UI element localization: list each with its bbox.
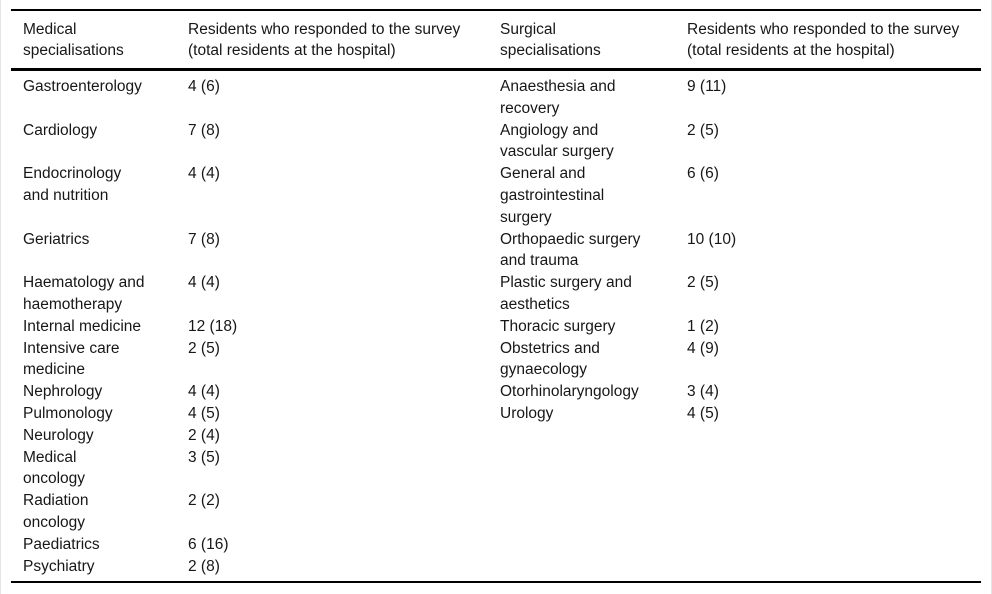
header-surgical-respondents: Residents who responded to the survey (t… [687, 10, 981, 71]
surgical-count-cell: 6 (6) [687, 165, 719, 183]
surgical-specialisation-cell: Obstetrics and gynaecology [500, 339, 600, 379]
medical-specialisation-cell: Paediatrics [23, 535, 100, 553]
medical-specialisation-cell: Intensive care medicine [23, 339, 120, 379]
surgical-count-cell [687, 447, 981, 491]
surgical-specialisation-cell: Urology [500, 404, 554, 422]
surgical-count-cell [687, 556, 981, 583]
surgical-count-cell: 2 (5) [687, 121, 719, 139]
surgical-specialisation-cell [500, 534, 687, 556]
medical-specialisation-cell: Haematology and haemotherapy [23, 274, 145, 313]
surgical-specialisation-cell: Otorhinolaryngology [500, 383, 639, 401]
medical-specialisation-cell: Neurology [23, 426, 94, 444]
medical-specialisation-cell: Radiation oncology [23, 492, 89, 531]
surgical-specialisation-cell [500, 425, 687, 447]
medical-count-cell: 2 (2) [188, 492, 220, 510]
medical-count-cell: 2 (4) [188, 426, 220, 444]
table-row: Cardiology 7 (8) Angiology and vascular … [11, 120, 981, 164]
surgical-specialisation-cell: Orthopaedic surgery and trauma [500, 230, 641, 270]
medical-count-cell: 12 (18) [188, 317, 238, 335]
medical-specialisation-cell: Pulmonology [23, 404, 113, 422]
medical-count-cell: 7 (8) [188, 121, 220, 139]
medical-count-cell: 4 (4) [188, 274, 220, 292]
surgical-specialisation-cell [500, 556, 687, 583]
surgical-specialisation-cell: Anaesthesia and recovery [500, 78, 616, 117]
medical-count-cell: 4 (6) [188, 78, 220, 95]
table-row: Psychiatry 2 (8) [11, 556, 981, 583]
header-surgical-specialisations: Surgical specialisations [500, 10, 687, 71]
table-header: Medical specialisations Residents who re… [11, 10, 981, 71]
table-body: Gastroenterology 4 (6) Anaesthesia and r… [11, 70, 981, 583]
surgical-specialisation-cell: Plastic surgery and aesthetics [500, 274, 632, 313]
medical-count-cell: 4 (5) [188, 404, 220, 422]
table-row: Haematology and haemotherapy 4 (4) Plast… [11, 272, 981, 316]
surgical-specialisation-cell [500, 447, 687, 491]
medical-specialisation-cell: Nephrology [23, 383, 103, 401]
header-medical-specialisations: Medical specialisations [11, 10, 188, 71]
medical-specialisation-cell: Geriatrics [23, 230, 90, 248]
surgical-specialisation-cell: Thoracic surgery [500, 317, 616, 335]
surgical-specialisation-cell: General and gastrointestinal surgery [500, 165, 605, 226]
residents-survey-table: Medical specialisations Residents who re… [11, 9, 981, 584]
medical-specialisation-cell: Medical oncology [23, 448, 86, 488]
header-row: Medical specialisations Residents who re… [11, 10, 981, 71]
table-row: Medical oncology 3 (5) [11, 447, 981, 491]
surgical-specialisation-cell: Angiology and vascular surgery [500, 121, 614, 161]
table-row: Geriatrics 7 (8) Orthopaedic surgery and… [11, 229, 981, 273]
surgical-count-cell [687, 425, 981, 447]
medical-specialisation-cell: Cardiology [23, 121, 98, 139]
medical-count-cell: 2 (8) [188, 557, 220, 575]
medical-specialisation-cell: Psychiatry [23, 557, 95, 575]
surgical-count-cell: 4 (9) [687, 339, 719, 357]
medical-specialisation-cell: Internal medicine [23, 317, 142, 335]
surgical-count-cell: 9 (11) [687, 78, 727, 95]
medical-specialisation-cell: Gastroenterology [23, 78, 142, 95]
surgical-count-cell: 10 (10) [687, 230, 737, 248]
surgical-count-cell: 4 (5) [687, 404, 719, 422]
surgical-count-cell [687, 534, 981, 556]
table-row: Intensive care medicine 2 (5) Obstetrics… [11, 338, 981, 382]
table-row: Pulmonology 4 (5) Urology 4 (5) [11, 403, 981, 425]
medical-count-cell: 2 (5) [188, 339, 220, 357]
medical-count-cell: 4 (4) [188, 383, 220, 401]
medical-count-cell: 3 (5) [188, 448, 220, 466]
header-medical-respondents: Residents who responded to the survey (t… [188, 10, 500, 71]
table-row: Internal medicine 12 (18) Thoracic surge… [11, 316, 981, 338]
table-row: Gastroenterology 4 (6) Anaesthesia and r… [11, 70, 981, 120]
surgical-count-cell: 2 (5) [687, 274, 719, 292]
surgical-specialisation-cell [500, 490, 687, 534]
table-row: Endocrinology and nutrition 4 (4) Genera… [11, 163, 981, 228]
table-row: Paediatrics 6 (16) [11, 534, 981, 556]
medical-count-cell: 7 (8) [188, 230, 220, 248]
table-row: Nephrology 4 (4) Otorhinolaryngology 3 (… [11, 381, 981, 403]
table-row: Radiation oncology 2 (2) [11, 490, 981, 534]
table-row: Neurology 2 (4) [11, 425, 981, 447]
medical-count-cell: 6 (16) [188, 535, 229, 553]
surgical-count-cell: 1 (2) [687, 317, 719, 335]
medical-specialisation-cell: Endocrinology and nutrition [23, 165, 122, 204]
medical-count-cell: 4 (4) [188, 165, 220, 183]
surgical-count-cell [687, 490, 981, 534]
surgical-count-cell: 3 (4) [687, 383, 719, 401]
